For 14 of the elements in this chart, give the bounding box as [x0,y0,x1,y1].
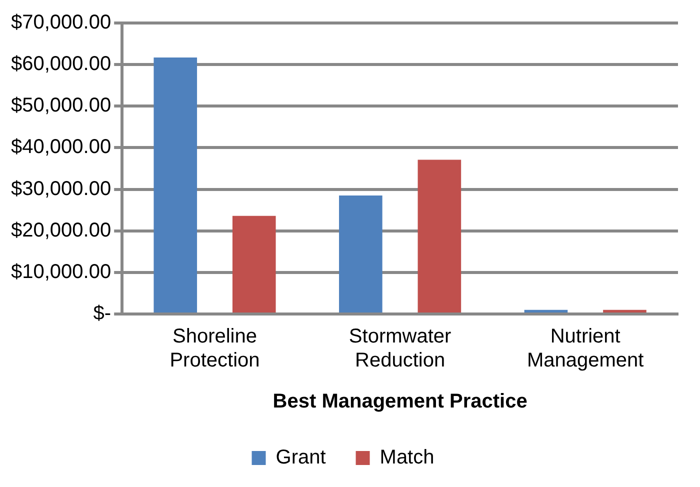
y-tick-label: $50,000.00 [10,94,112,117]
y-tick-label: $10,000.00 [10,260,112,283]
y-tick-label: $60,000.00 [10,53,112,76]
legend-label: Grant [276,446,326,469]
y-tick-label: $70,000.00 [10,12,112,34]
y-tick-label: $40,000.00 [10,136,112,158]
x-tick-label: Stormwater Reduction [348,326,452,372]
legend-label: Match [380,446,434,469]
y-tick-label: $20,000.00 [10,219,112,242]
y-tick-label: $- [93,302,112,325]
x-axis-title: Best Management Practice [272,390,528,413]
y-tick-label: $30,000.00 [10,178,112,200]
x-tick-label: Nutrient Management [526,326,644,372]
x-tick-label: Shoreline Protection [170,326,260,372]
